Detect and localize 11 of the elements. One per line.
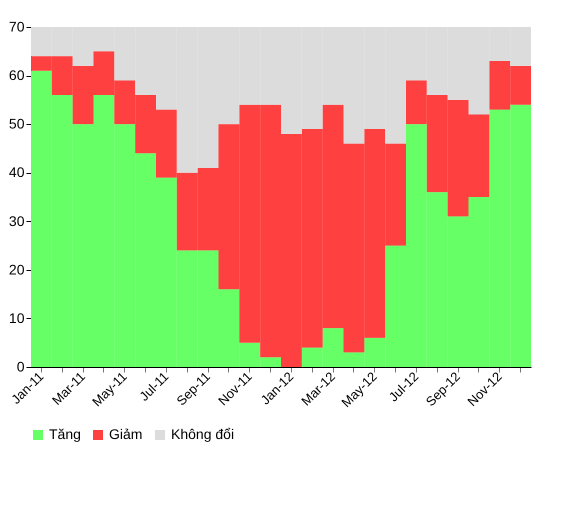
y-tick-label: 40	[8, 164, 25, 180]
legend-label: Tăng	[49, 426, 81, 442]
y-tick-label: 50	[8, 116, 25, 132]
y-tick-label: 30	[8, 212, 25, 229]
y-tick-label: 0	[16, 358, 25, 374]
y-tick-label: 20	[8, 261, 25, 278]
y-tick-label: 10	[8, 310, 25, 326]
y-tick-label: 60	[8, 67, 25, 84]
legend-label: Giảm	[109, 426, 142, 442]
y-tick-label: 70	[8, 18, 25, 34]
legend-label: Không đổi	[171, 426, 234, 442]
